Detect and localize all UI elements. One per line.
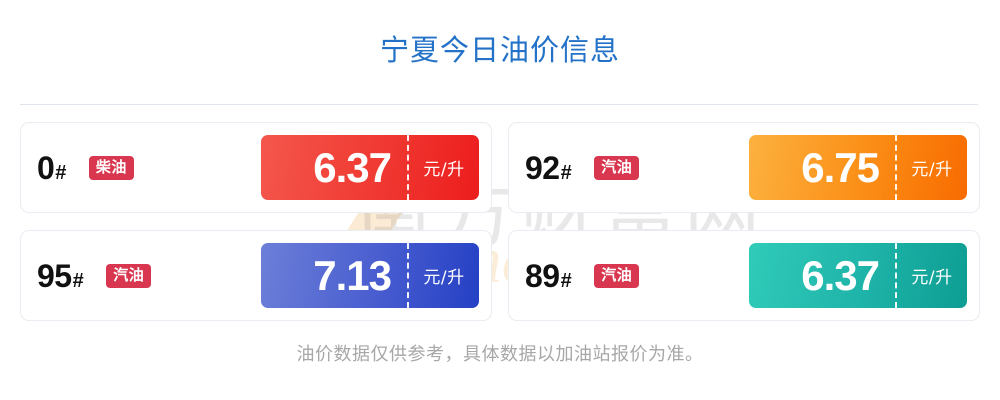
pill-dashed-divider xyxy=(895,135,897,200)
disclaimer-text: 油价数据仅供参考，具体数据以加油站报价为准。 xyxy=(296,344,704,365)
header-divider xyxy=(20,104,978,105)
fuel-type-badge: 汽油 xyxy=(594,155,640,180)
pill-dashed-divider xyxy=(407,135,409,200)
fuel-price-value: 6.75 xyxy=(801,143,880,191)
fuel-price-unit: 元/升 xyxy=(911,160,953,180)
pill-dashed-divider xyxy=(407,243,409,308)
fuel-grade: 0# xyxy=(37,149,66,186)
title-bar: 宁夏今日油价信息 xyxy=(0,0,1000,96)
fuel-card-89[interactable]: 89# 汽油 6.37 元/升 xyxy=(508,230,980,321)
fuel-type-badge: 汽油 xyxy=(594,263,640,288)
fuel-price-unit: 元/升 xyxy=(423,160,465,180)
fuel-price-value: 6.37 xyxy=(313,143,392,191)
fuel-grade: 92# xyxy=(525,149,572,186)
fuel-grade: 89# xyxy=(525,257,572,294)
fuel-price-unit: 元/升 xyxy=(423,268,465,288)
fuel-card-92[interactable]: 92# 汽油 6.75 元/升 xyxy=(508,122,980,213)
fuel-type-badge: 柴油 xyxy=(88,155,134,180)
fuel-card-95[interactable]: 95# 汽油 7.13 元/升 xyxy=(20,230,492,321)
fuel-price-value: 6.37 xyxy=(801,251,880,299)
fuel-price-unit: 元/升 xyxy=(911,268,953,288)
pill-dashed-divider xyxy=(895,243,897,308)
fuel-price-pill: 7.13 元/升 xyxy=(261,243,479,308)
fuel-price-pill: 6.37 元/升 xyxy=(261,135,479,200)
page-title: 宁夏今日油价信息 xyxy=(379,33,620,67)
fuel-price-pill: 6.37 元/升 xyxy=(749,243,967,308)
fuel-grade: 95# xyxy=(37,257,84,294)
fuel-card-grid: 0# 柴油 6.37 元/升 92# 汽油 6.75 元/升 95# 汽油 7.… xyxy=(20,122,980,321)
fuel-price-value: 7.13 xyxy=(313,251,392,299)
fuel-card-0[interactable]: 0# 柴油 6.37 元/升 xyxy=(20,122,492,213)
fuel-type-badge: 汽油 xyxy=(106,263,152,288)
fuel-price-pill: 6.75 元/升 xyxy=(749,135,967,200)
